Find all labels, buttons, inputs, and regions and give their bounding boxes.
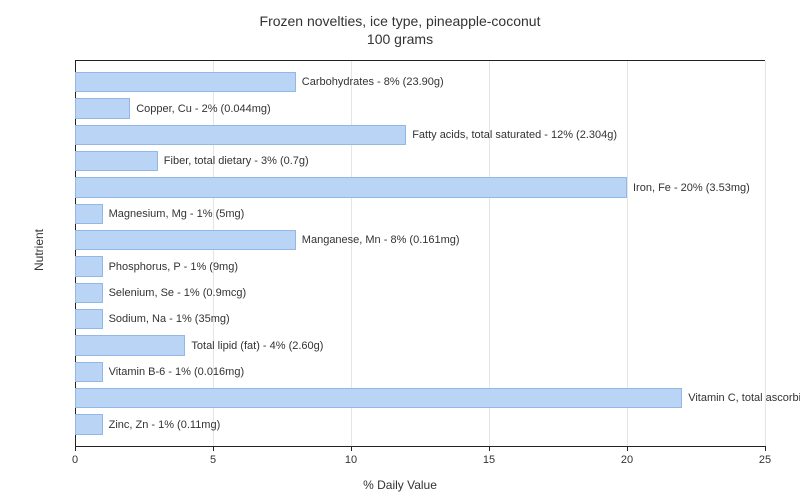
x-tick-label: 0 (72, 454, 78, 466)
bar-label: Copper, Cu - 2% (0.044mg) (130, 103, 271, 115)
bar-label: Fatty acids, total saturated - 12% (2.30… (406, 129, 617, 141)
x-tick-mark (627, 446, 628, 451)
bars-group: Carbohydrates - 8% (23.90g) Copper, Cu - … (75, 69, 765, 438)
bar-label: Sodium, Na - 1% (35mg) (103, 313, 230, 325)
x-tick-label: 20 (621, 454, 633, 466)
bar-row: Copper, Cu - 2% (0.044mg) (75, 95, 765, 121)
bar-row: Phosphorus, P - 1% (9mg) (75, 253, 765, 279)
y-axis-label: Nutrient (32, 229, 46, 271)
x-tick-mark (75, 446, 76, 451)
gridline (765, 61, 766, 446)
bar (75, 309, 103, 329)
bar-label: Zinc, Zn - 1% (0.11mg) (103, 419, 221, 431)
bar-row: Vitamin B-6 - 1% (0.016mg) (75, 359, 765, 385)
bar-label: Selenium, Se - 1% (0.9mcg) (103, 287, 247, 299)
title-line-2: 100 grams (367, 31, 433, 47)
x-tick-mark (351, 446, 352, 451)
bar (75, 98, 130, 118)
bar-row: Manganese, Mn - 8% (0.161mg) (75, 227, 765, 253)
x-tick-label: 5 (210, 454, 216, 466)
nutrient-chart: Frozen novelties, ice type, pineapple-co… (0, 0, 800, 500)
x-tick-mark (489, 446, 490, 451)
bar (75, 177, 627, 197)
bar-row: Carbohydrates - 8% (23.90g) (75, 69, 765, 95)
bar-row: Total lipid (fat) - 4% (2.60g) (75, 332, 765, 358)
bar-label: Phosphorus, P - 1% (9mg) (103, 261, 238, 273)
bar-row: Magnesium, Mg - 1% (5mg) (75, 201, 765, 227)
x-axis-label: % Daily Value (363, 478, 437, 492)
x-tick-mark (213, 446, 214, 451)
bar (75, 151, 158, 171)
bar (75, 72, 296, 92)
bar-label: Vitamin B-6 - 1% (0.016mg) (103, 366, 245, 378)
bar-label: Iron, Fe - 20% (3.53mg) (627, 182, 750, 194)
x-tick-label: 25 (759, 454, 771, 466)
bar (75, 230, 296, 250)
bar-row: Vitamin C, total ascorbic acid - 22% (13… (75, 385, 765, 411)
bar-row: Zinc, Zn - 1% (0.11mg) (75, 411, 765, 437)
bar-row: Sodium, Na - 1% (35mg) (75, 306, 765, 332)
x-tick-label: 10 (345, 454, 357, 466)
bar-label: Total lipid (fat) - 4% (2.60g) (185, 340, 323, 352)
x-tick-label: 15 (483, 454, 495, 466)
bar-row: Fiber, total dietary - 3% (0.7g) (75, 148, 765, 174)
bar-row: Selenium, Se - 1% (0.9mcg) (75, 280, 765, 306)
bar (75, 283, 103, 303)
bar-row: Fatty acids, total saturated - 12% (2.30… (75, 122, 765, 148)
bar-label: Manganese, Mn - 8% (0.161mg) (296, 234, 460, 246)
x-tick-mark (765, 446, 766, 451)
bar (75, 388, 682, 408)
bar (75, 125, 406, 145)
bar (75, 362, 103, 382)
bar (75, 335, 185, 355)
bar (75, 204, 103, 224)
chart-title: Frozen novelties, ice type, pineapple-co… (0, 0, 800, 48)
bar-label: Magnesium, Mg - 1% (5mg) (103, 208, 245, 220)
plot-area: Carbohydrates - 8% (23.90g) Copper, Cu - … (75, 60, 765, 447)
bar-label: Fiber, total dietary - 3% (0.7g) (158, 155, 309, 167)
bar (75, 414, 103, 434)
bar-label: Vitamin C, total ascorbic acid - 22% (13… (682, 392, 800, 404)
bar (75, 256, 103, 276)
bar-label: Carbohydrates - 8% (23.90g) (296, 76, 444, 88)
bar-row: Iron, Fe - 20% (3.53mg) (75, 174, 765, 200)
title-line-1: Frozen novelties, ice type, pineapple-co… (260, 13, 541, 29)
